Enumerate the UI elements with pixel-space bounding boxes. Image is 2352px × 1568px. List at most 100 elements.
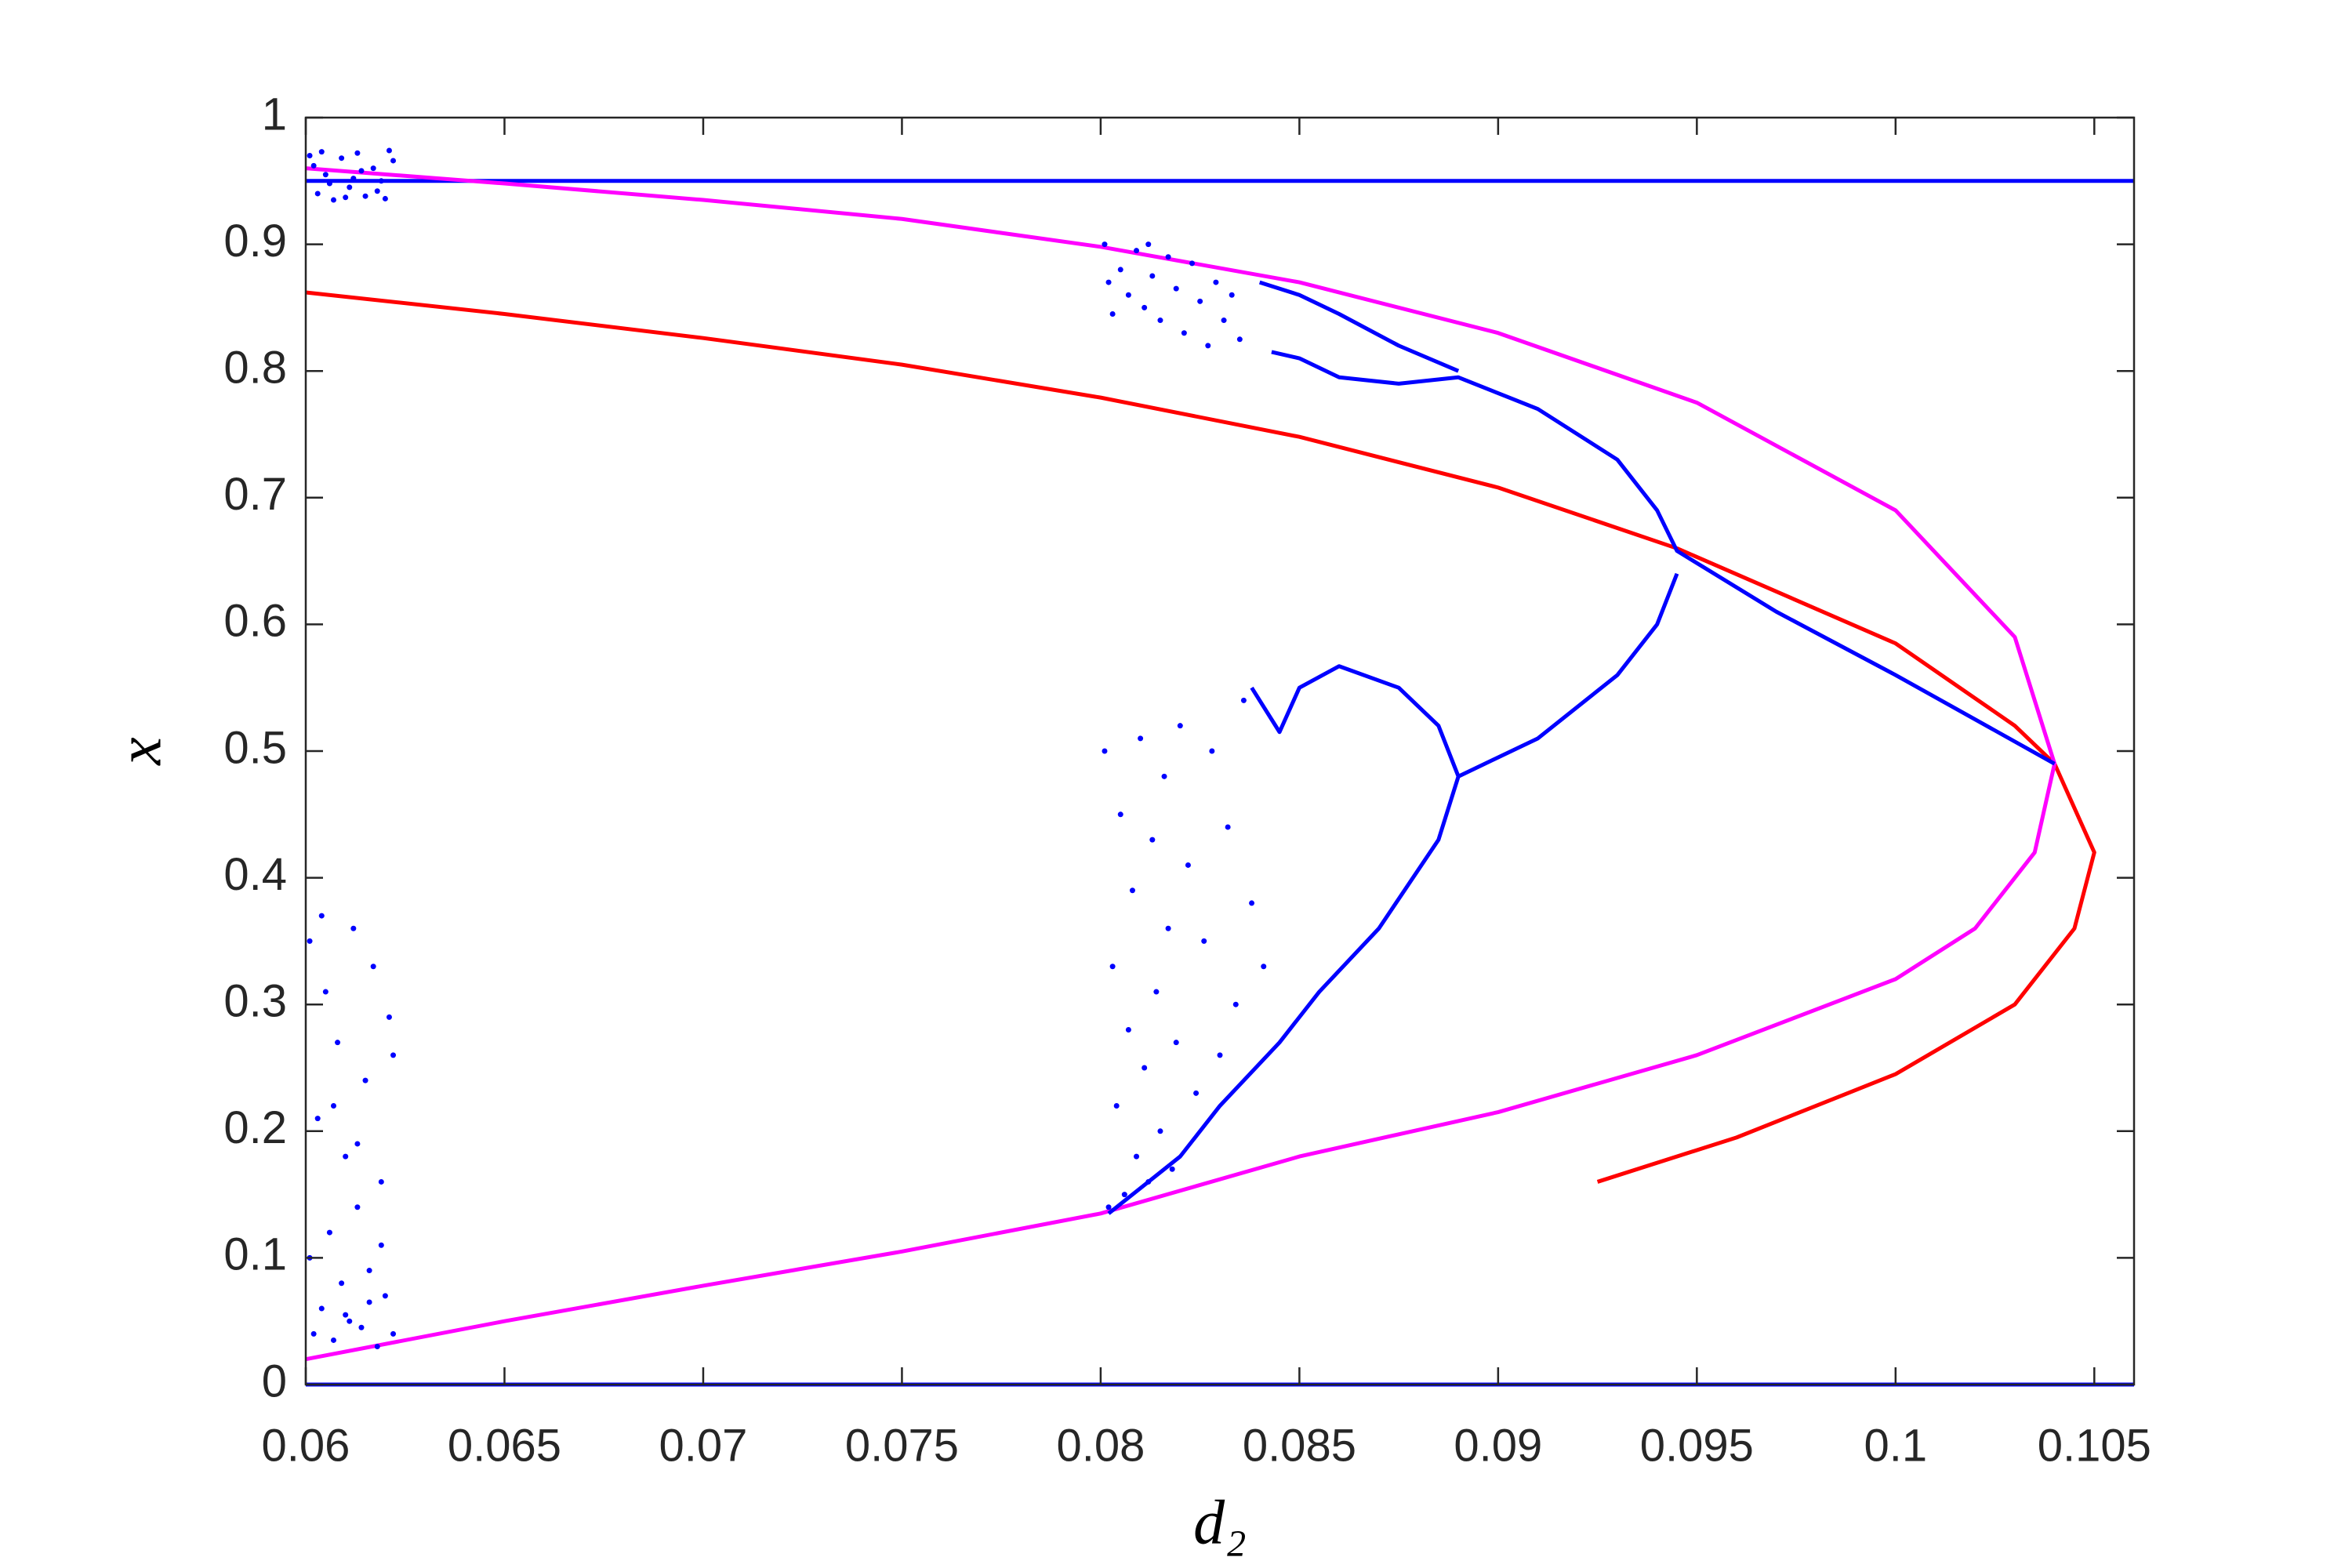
data-point — [326, 180, 332, 187]
data-point — [347, 184, 353, 191]
data-point — [1109, 310, 1116, 317]
data-point — [1134, 248, 1140, 254]
data-point — [1169, 1166, 1175, 1172]
data-point — [318, 149, 325, 155]
data-point — [354, 1141, 361, 1147]
y-tick-label: 0.4 — [223, 849, 287, 900]
data-point — [362, 193, 368, 199]
data-line — [1107, 775, 1461, 1215]
data-point — [1145, 241, 1152, 248]
data-point — [314, 1116, 321, 1122]
data-point — [343, 1153, 349, 1160]
data-point — [1261, 964, 1267, 970]
data-point — [1145, 1178, 1152, 1185]
data-point — [343, 194, 349, 201]
data-point — [1149, 273, 1156, 279]
data-line — [305, 290, 2096, 1184]
data-point — [1153, 989, 1160, 995]
data-point — [1117, 267, 1123, 273]
x-tick-label: 0.1 — [1864, 1420, 1928, 1471]
data-point — [1165, 925, 1171, 931]
data-point — [1209, 748, 1215, 754]
data-point — [370, 165, 376, 172]
data-point — [1173, 285, 1179, 292]
data-point — [1177, 723, 1183, 729]
y-tick-label: 0.3 — [223, 976, 287, 1027]
y-tick-label: 0.7 — [223, 469, 287, 520]
data-point — [374, 188, 380, 194]
data-point — [382, 195, 388, 201]
data-point — [307, 152, 313, 158]
data-point — [330, 197, 336, 203]
data-point — [326, 1229, 332, 1236]
data-point — [1105, 1204, 1112, 1210]
data-point — [1197, 298, 1203, 304]
data-point — [1105, 279, 1112, 285]
data-point — [1229, 292, 1235, 298]
data-point — [307, 938, 313, 944]
data-point — [358, 1324, 365, 1330]
data-point — [1189, 260, 1196, 267]
data-point — [339, 1280, 345, 1287]
data-point — [1181, 330, 1187, 336]
x-tick-label: 0.08 — [1056, 1420, 1145, 1471]
x-tick-label: 0.095 — [1640, 1420, 1754, 1471]
data-point — [1232, 1001, 1239, 1007]
x-tick-label: 0.06 — [262, 1420, 350, 1471]
data-point — [362, 1077, 368, 1083]
data-point — [1102, 241, 1108, 248]
data-point — [1249, 900, 1255, 906]
y-tick-label: 0.1 — [223, 1229, 287, 1280]
y-tick-label: 1 — [262, 89, 287, 140]
data-point — [1236, 336, 1243, 343]
x-tick-label: 0.07 — [659, 1420, 748, 1471]
data-point — [1129, 887, 1135, 894]
data-point — [1157, 318, 1163, 324]
x-axis-label: d₂ — [1193, 1488, 1247, 1557]
data-point — [390, 1330, 397, 1337]
data-line — [1258, 280, 1460, 373]
data-point — [1102, 748, 1108, 754]
data-point — [386, 147, 392, 154]
data-point — [1221, 318, 1227, 324]
x-tick-label: 0.105 — [2038, 1420, 2151, 1471]
data-point — [382, 1293, 388, 1299]
x-tick-label: 0.075 — [845, 1420, 959, 1471]
x-tick-label: 0.085 — [1243, 1420, 1356, 1471]
y-axis-label: x — [105, 737, 174, 766]
data-point — [1161, 773, 1167, 779]
data-point — [378, 1178, 384, 1185]
y-tick-label: 0.5 — [223, 722, 287, 773]
data-point — [1121, 1192, 1127, 1198]
data-point — [374, 1344, 380, 1350]
data-point — [330, 1102, 336, 1109]
data-point — [1185, 862, 1191, 868]
data-point — [1138, 735, 1144, 742]
y-tick-label: 0 — [262, 1356, 287, 1406]
data-point — [370, 964, 376, 970]
data-point — [354, 1204, 361, 1210]
y-tick-label: 0.2 — [223, 1102, 287, 1153]
data-point — [390, 1052, 397, 1058]
data-point — [1125, 1027, 1131, 1033]
data-point — [335, 1040, 341, 1046]
data-point — [366, 1299, 372, 1305]
data-point — [1193, 1090, 1200, 1096]
data-point — [1149, 837, 1156, 843]
y-tick-label: 0.8 — [223, 343, 287, 394]
plot-frame — [304, 116, 2136, 1386]
y-tick-label: 0.9 — [223, 216, 287, 267]
data-point — [1142, 304, 1148, 310]
data-point — [322, 989, 328, 995]
data-point — [1213, 279, 1219, 285]
data-point — [1157, 1128, 1163, 1134]
x-tick-label: 0.065 — [448, 1420, 561, 1471]
data-point — [339, 155, 345, 162]
data-point — [318, 913, 325, 919]
data-point — [1217, 1052, 1223, 1058]
data-point — [343, 1312, 349, 1318]
data-point — [347, 1318, 353, 1324]
data-point — [386, 1014, 392, 1020]
data-point — [1117, 811, 1123, 818]
